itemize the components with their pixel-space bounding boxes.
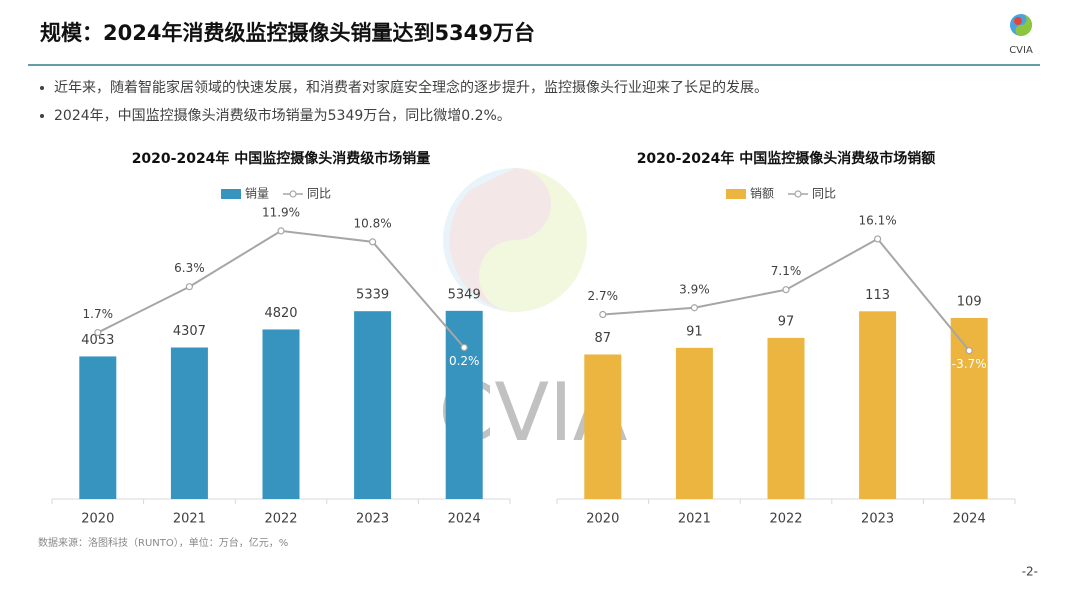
- bar-value-label: 5349: [448, 287, 481, 302]
- logo-mark: [1015, 14, 1032, 36]
- logo: CVIA: [1009, 14, 1033, 56]
- x-tick-label: 2020: [81, 512, 114, 527]
- logo-mark: [1014, 17, 1022, 25]
- line-marker: [873, 235, 882, 243]
- line-marker: [782, 286, 790, 294]
- bullet-text: 2024年，中国监控摄像头消费级市场销量为5349万台，同比微增0.2%。: [54, 107, 511, 124]
- bar: [170, 347, 208, 499]
- bullet-dot: [40, 114, 44, 118]
- bar: [584, 354, 622, 499]
- x-tick-label: 2022: [769, 512, 802, 527]
- line-value-label: 0.2%: [449, 354, 480, 368]
- bar: [675, 347, 713, 499]
- source-note: 数据来源：洛图科技（RUNTO），单位：万台，亿元，%: [38, 536, 288, 549]
- bullet-dot: [40, 86, 44, 90]
- line-value-label: 11.9%: [262, 205, 300, 219]
- bar-value-label: 109: [957, 294, 982, 309]
- page-number: -2-: [1022, 565, 1038, 579]
- bar: [79, 356, 117, 499]
- bar-value-label: 91: [686, 324, 703, 339]
- x-tick-label: 2021: [173, 512, 206, 527]
- bar-value-label: 4053: [81, 333, 114, 348]
- line-value-label: 6.3%: [174, 261, 205, 275]
- line-value-label: 3.9%: [679, 282, 710, 296]
- legend-marker: [289, 190, 297, 198]
- line-value-label: -3.7%: [952, 357, 987, 371]
- chart-title: 2020-2024年 中国监控摄像头消费级市场销量: [132, 150, 431, 167]
- bar-value-label: 5339: [356, 288, 389, 303]
- line-value-label: 1.7%: [83, 307, 114, 321]
- bar: [859, 311, 897, 499]
- chart-title: 2020-2024年 中国监控摄像头消费级市场销额: [637, 150, 936, 167]
- slide-title: 规模：2024年消费级监控摄像头销量达到5349万台: [40, 21, 535, 45]
- bullet-list: 近年来，随着智能家居领域的快速发展，和消费者对家庭安全理念的逐步提升，监控摄像头…: [40, 79, 768, 124]
- watermark-mark: [479, 168, 587, 312]
- x-tick-label: 2024: [448, 512, 481, 527]
- line-marker: [369, 238, 377, 246]
- x-tick-label: 2023: [861, 512, 894, 527]
- logo-text: CVIA: [1009, 45, 1033, 56]
- x-tick-label: 2020: [586, 512, 619, 527]
- watermark-mark: [443, 168, 587, 312]
- line-value-label: 16.1%: [859, 213, 897, 227]
- line-value-label: 2.7%: [588, 289, 619, 303]
- line-marker: [599, 310, 607, 319]
- line-marker: [460, 343, 468, 352]
- line-marker: [277, 227, 285, 235]
- bar-value-label: 113: [865, 288, 890, 303]
- line-value-label: 7.1%: [771, 264, 802, 278]
- bar-value-label: 4820: [264, 306, 297, 321]
- legend-swatch: [221, 189, 241, 199]
- bar-value-label: 87: [595, 331, 612, 346]
- legend-swatch: [726, 189, 746, 199]
- bar: [354, 311, 392, 499]
- x-tick-label: 2022: [264, 512, 297, 527]
- bar-value-label: 4307: [173, 324, 206, 339]
- x-tick-label: 2021: [678, 512, 711, 527]
- bar: [950, 317, 988, 499]
- line-marker: [94, 328, 102, 337]
- bar: [767, 337, 805, 499]
- line-marker: [690, 304, 699, 312]
- line-marker: [185, 283, 193, 291]
- legend-label: 销量: [245, 187, 269, 201]
- legend-label: 同比: [812, 187, 836, 201]
- bar-value-label: 97: [778, 314, 795, 329]
- legend-label: 同比: [307, 187, 331, 201]
- watermark-mark: [449, 168, 551, 312]
- bar: [262, 329, 300, 499]
- bullet-text: 近年来，随着智能家居领域的快速发展，和消费者对家庭安全理念的逐步提升，监控摄像头…: [54, 79, 768, 96]
- line-value-label: 10.8%: [354, 216, 392, 230]
- line-marker: [965, 347, 973, 355]
- bar: [445, 310, 483, 499]
- x-tick-label: 2024: [953, 512, 986, 527]
- x-tick-label: 2023: [356, 512, 389, 527]
- legend-marker: [794, 190, 802, 198]
- legend-label: 销额: [750, 187, 774, 201]
